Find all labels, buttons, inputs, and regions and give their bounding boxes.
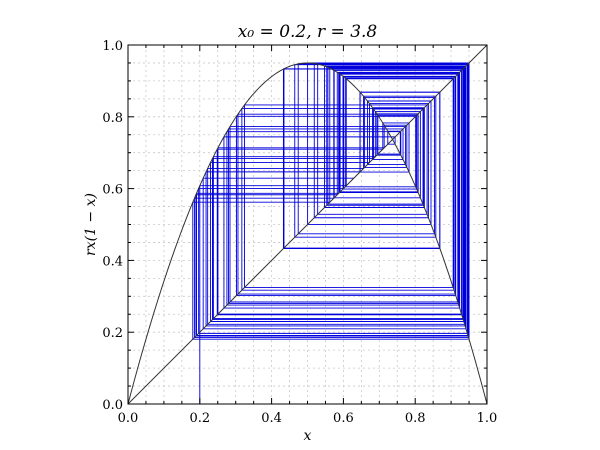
chart-title: x₀ = 0.2, r = 3.8 [238,22,378,42]
cobweb-line [192,62,470,404]
y-tick-label: 0.8 [102,111,123,126]
x-tick-label: 1.0 [477,411,498,426]
x-tick-label: 0.0 [118,411,139,426]
x-tick-label: 0.8 [405,411,426,426]
x-tick-label: 0.2 [189,411,210,426]
y-tick-label: 0.2 [102,326,123,341]
x-tick-labels: 0.0 0.2 0.4 0.6 0.8 1.0 [118,411,498,426]
tick-marks [127,44,488,405]
y-tick-label: 0.0 [102,398,123,413]
x-axis-label: x [304,428,312,444]
x-tick-label: 0.4 [261,411,282,426]
y-tick-label: 0.6 [102,183,123,198]
y-tick-label: 0.4 [102,254,123,269]
function-curves [127,44,488,405]
identity-line [127,44,488,405]
x-tick-label: 0.6 [333,411,354,426]
y-tick-label: 1.0 [102,39,123,54]
y-axis-label: rx(1 − x) [83,193,99,256]
logistic-curve [127,62,488,405]
cobweb-series [192,62,470,404]
y-tick-labels: 0.0 0.2 0.4 0.6 0.8 1.0 [102,39,123,413]
